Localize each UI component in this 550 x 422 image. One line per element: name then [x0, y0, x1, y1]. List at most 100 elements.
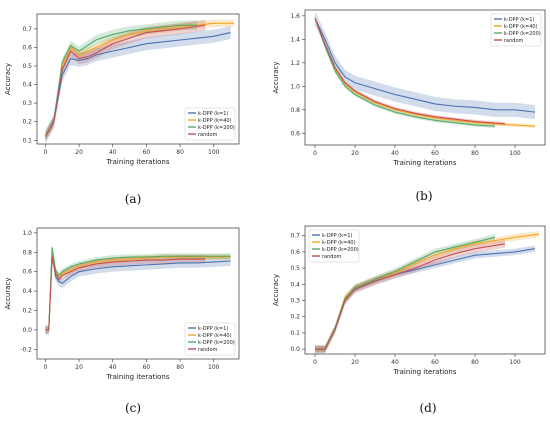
- x-tick-label: 40: [109, 364, 117, 371]
- axes-frame: [36, 13, 240, 145]
- subplot-caption: (b): [415, 189, 432, 203]
- y-tick-label: 1.4: [290, 36, 300, 43]
- subplot-a: 0 20 40 60 80 100 0.1 0.2 0.3 0.4 0.5 0.6 0.7 Trainin…: [4, 13, 240, 206]
- y-tick-label: 0.8: [22, 249, 32, 256]
- series-band: [315, 11, 535, 120]
- legend-entry: k-DPP (k=40): [504, 24, 538, 30]
- series-band: [45, 19, 206, 143]
- legend-entry: random: [504, 38, 524, 44]
- series-line: [314, 17, 536, 113]
- y-axis-label: Accuracy: [272, 274, 280, 306]
- subplot-caption: (d): [419, 401, 436, 415]
- y-tick-label: 0.6: [290, 249, 300, 256]
- series-line: [315, 236, 496, 350]
- legend-entry: k-DPP (k=40): [198, 333, 232, 339]
- x-tick-label: 80: [176, 364, 184, 371]
- subplot-d: 0 20 40 60 80 100 0.0 0.1 0.2 0.3 0.4 0.5 0.6 0.7 Trai…: [272, 225, 546, 415]
- y-tick-label: 0.1: [290, 330, 300, 337]
- axes-frame: [304, 225, 546, 355]
- y-tick-label: 0.6: [290, 130, 300, 137]
- legend-entry: k-DPP (k=40): [322, 240, 356, 246]
- x-axis-label: Training iterations: [392, 159, 456, 167]
- subplot-b: 0 20 40 60 80 100 0.6 0.8 1.0 1.2 1.4 1.6 Training i…: [272, 9, 546, 203]
- y-tick-label: 1.0: [290, 83, 300, 90]
- legend: k-DPP (k=1)k-DPP (k=40)k-DPP (k=200)rand…: [308, 229, 360, 263]
- x-axis-label: Training iterations: [105, 158, 169, 166]
- legend-box: [308, 229, 360, 263]
- axes-frame: [36, 227, 240, 360]
- series-line: [44, 22, 234, 137]
- x-tick-label: 100: [509, 359, 521, 366]
- series-line: [45, 257, 206, 331]
- x-tick-label: 100: [208, 149, 220, 156]
- legend-entry: k-DPP (k=1): [198, 111, 228, 117]
- legend-entry: k-DPP (k=200): [198, 340, 235, 346]
- y-tick-label: 0.8: [290, 107, 300, 114]
- legend-box: [490, 13, 542, 47]
- y-tick-label: 1.0: [22, 230, 32, 237]
- y-axis-label: Accuracy: [4, 278, 12, 310]
- y-tick-label: 0.3: [290, 298, 300, 305]
- legend-entry: random: [198, 132, 218, 138]
- legend-entry: k-DPP (k=40): [198, 118, 232, 124]
- legend-entry: k-DPP (k=200): [198, 125, 235, 131]
- series-band: [45, 244, 231, 333]
- subplot-caption: (c): [125, 401, 141, 415]
- y-tick-label: 0.2: [22, 119, 32, 126]
- legend: k-DPP (k=1)k-DPP (k=40)k-DPP (k=200)rand…: [184, 322, 236, 356]
- x-tick-label: 0: [313, 359, 317, 366]
- series-band: [45, 19, 234, 141]
- legend-entry: k-DPP (k=1): [504, 17, 534, 23]
- series-line: [44, 24, 206, 137]
- y-tick-label: 1.2: [290, 60, 300, 67]
- y-tick-label: 0.0: [290, 346, 300, 353]
- subplot-caption: (a): [125, 192, 142, 206]
- x-tick-label: 60: [143, 149, 151, 156]
- y-tick-label: 1.6: [290, 13, 300, 20]
- subplot-c: 0 20 40 60 80 100 -0.2 0.0 0.2 0.4 0.6 0.8 1.0 Traini…: [4, 227, 240, 415]
- y-tick-label: 0.0: [22, 327, 32, 334]
- axes-frame: [304, 9, 546, 146]
- x-tick-label: 80: [471, 150, 479, 157]
- y-tick-label: 0.4: [22, 82, 32, 89]
- x-tick-label: 0: [44, 364, 48, 371]
- legend-box: [184, 107, 236, 141]
- y-tick-label: 0.6: [22, 44, 32, 51]
- legend-box: [184, 322, 236, 356]
- series-band: [45, 253, 206, 334]
- x-tick-label: 60: [431, 359, 439, 366]
- x-tick-label: 20: [75, 149, 83, 156]
- y-tick-label: 0.2: [290, 314, 300, 321]
- series-line: [44, 32, 231, 137]
- x-tick-label: 40: [391, 150, 399, 157]
- series-line: [45, 247, 231, 331]
- x-tick-label: 20: [351, 359, 359, 366]
- y-tick-label: 0.7: [290, 233, 300, 240]
- x-tick-label: 60: [431, 150, 439, 157]
- series-band: [45, 20, 197, 142]
- x-tick-label: 0: [44, 149, 48, 156]
- y-tick-label: 0.4: [22, 288, 32, 295]
- legend-entry: random: [322, 254, 342, 260]
- x-tick-label: 40: [109, 149, 117, 156]
- legend: k-DPP (k=1)k-DPP (k=40)k-DPP (k=200)rand…: [184, 107, 236, 141]
- y-tick-label: 0.2: [22, 307, 32, 314]
- series-line: [314, 18, 536, 127]
- y-tick-label: 0.5: [22, 63, 32, 70]
- y-tick-label: 0.7: [22, 26, 32, 33]
- legend: k-DPP (k=1)k-DPP (k=40)k-DPP (k=200)rand…: [490, 13, 542, 47]
- y-axis-label: Accuracy: [4, 63, 12, 95]
- x-axis-label: Training iterations: [105, 373, 169, 381]
- series-band: [315, 230, 539, 353]
- y-tick-label: -0.2: [20, 346, 32, 353]
- y-tick-label: 0.4: [290, 281, 300, 288]
- series-line: [44, 24, 197, 137]
- legend-entry: k-DPP (k=200): [322, 247, 359, 253]
- legend-entry: k-DPP (k=200): [504, 31, 541, 37]
- y-tick-label: 0.6: [22, 269, 32, 276]
- series-line: [315, 243, 506, 350]
- x-tick-label: 60: [143, 364, 151, 371]
- x-tick-label: 100: [509, 150, 521, 157]
- y-tick-label: 0.3: [22, 100, 32, 107]
